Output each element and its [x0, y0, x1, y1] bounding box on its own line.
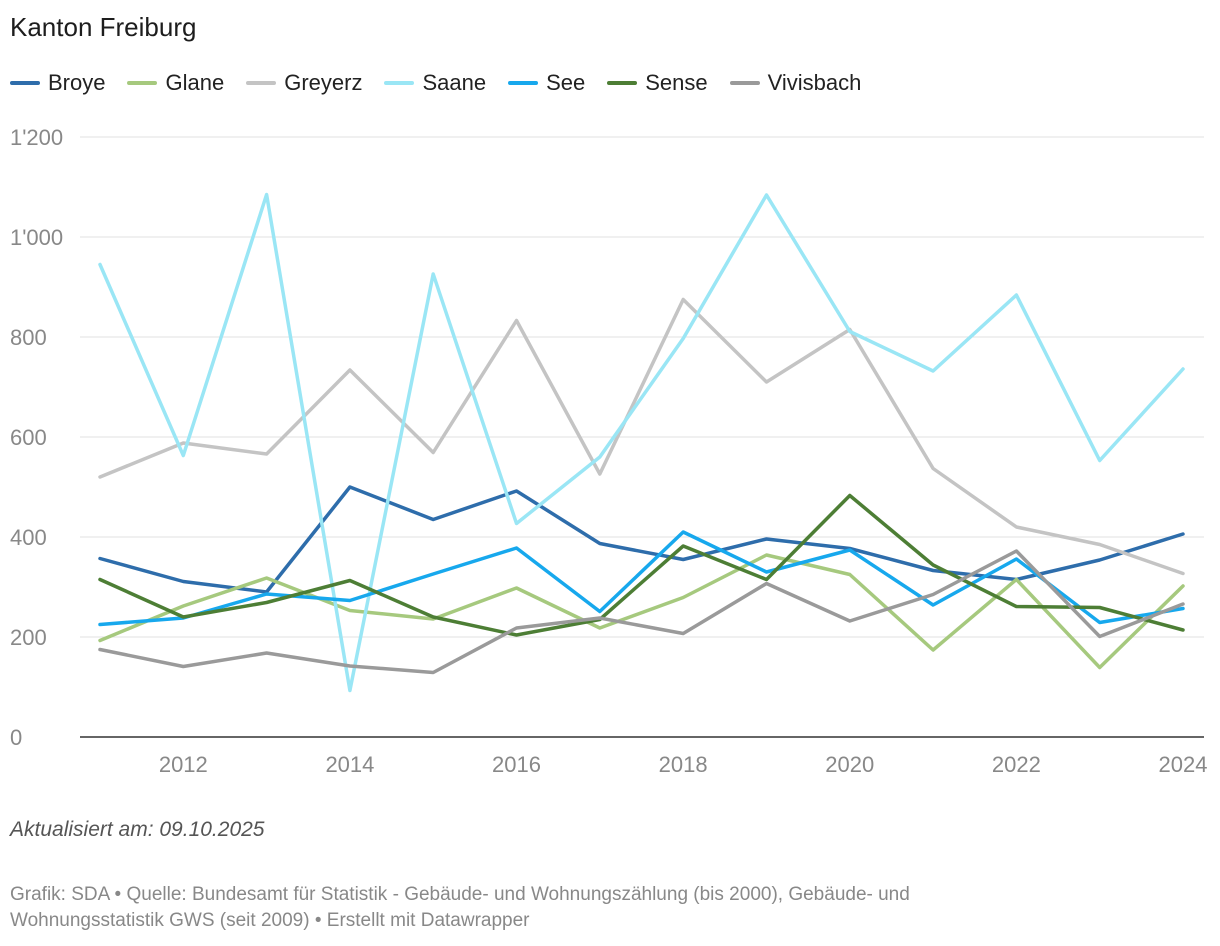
- y-tick-label: 0: [10, 725, 22, 750]
- y-tick-label: 1'000: [10, 225, 63, 250]
- x-tick-label: 2014: [325, 752, 374, 777]
- legend-swatch: [729, 81, 760, 85]
- legend-swatch: [127, 81, 158, 85]
- legend-item-broye: Broye: [10, 70, 105, 96]
- grid-lines: [80, 136, 1204, 738]
- legend-swatch: [508, 81, 539, 85]
- legend-label: See: [546, 70, 586, 95]
- legend-label: Sense: [645, 70, 708, 95]
- line-chart: 0 200 400 600 800 1'000 1'200 2012 2014 2016 2018…: [10, 125, 1208, 777]
- legend-item-greyerz: Greyerz: [246, 70, 362, 96]
- series-line-sense: [98, 493, 1185, 637]
- legend-item-see: See: [508, 70, 585, 96]
- x-tick-label: 2022: [992, 752, 1041, 777]
- chart-title: Kanton Freiburg: [10, 12, 197, 42]
- footer-separator: •: [114, 884, 122, 905]
- series-line-see: [98, 530, 1185, 627]
- legend-label: Broye: [48, 70, 106, 95]
- x-tick-label: 2024: [1159, 752, 1208, 777]
- series-line-glane: [98, 553, 1185, 670]
- series-lines: [98, 192, 1185, 693]
- legend: Broye Glane Greyerz Saane See Sense Vivisbach: [10, 70, 883, 96]
- y-tick-label: 1'200: [10, 125, 63, 150]
- x-tick-label: 2016: [492, 752, 541, 777]
- updated-date: Aktualisiert am: 09.10.2025: [10, 818, 265, 841]
- legend-swatch: [246, 81, 277, 85]
- legend-label: Vivisbach: [767, 70, 862, 95]
- footer-credits: Grafik: SDA • Quelle: Bundesamt für Stat…: [10, 882, 1050, 934]
- legend-swatch: [607, 81, 638, 85]
- series-line-greyerz: [98, 297, 1185, 576]
- footer-source: Quelle: Bundesamt für Statistik - Gebäud…: [10, 884, 910, 931]
- y-tick-label: 800: [10, 325, 47, 350]
- legend-swatch: [384, 81, 415, 85]
- legend-label: Saane: [422, 70, 487, 95]
- footer-credit: Grafik: SDA: [10, 884, 110, 905]
- legend-item-vivisbach: Vivisbach: [729, 70, 862, 96]
- y-tick-label: 400: [10, 525, 47, 550]
- y-tick-label: 200: [10, 625, 47, 650]
- x-tick-label: 2018: [659, 752, 708, 777]
- legend-label: Greyerz: [284, 70, 363, 95]
- x-axis-ticks: 2012 2014 2016 2018 2020 2022 2024: [159, 752, 1208, 777]
- series-line-saane: [98, 192, 1185, 693]
- x-tick-label: 2012: [159, 752, 208, 777]
- legend-item-glane: Glane: [127, 70, 224, 96]
- legend-item-saane: Saane: [384, 70, 486, 96]
- y-tick-label: 600: [10, 425, 47, 450]
- series-line-broye: [98, 485, 1185, 594]
- footer-tool: Erstellt mit Datawrapper: [326, 910, 530, 931]
- legend-swatch: [10, 81, 40, 85]
- x-tick-label: 2020: [825, 752, 874, 777]
- series-line-vivisbach: [98, 549, 1185, 675]
- y-axis-ticks: 0 200 400 600 800 1'000 1'200: [10, 125, 63, 750]
- legend-label: Glane: [165, 70, 225, 95]
- legend-item-sense: Sense: [607, 70, 708, 96]
- footer-separator: •: [314, 910, 322, 931]
